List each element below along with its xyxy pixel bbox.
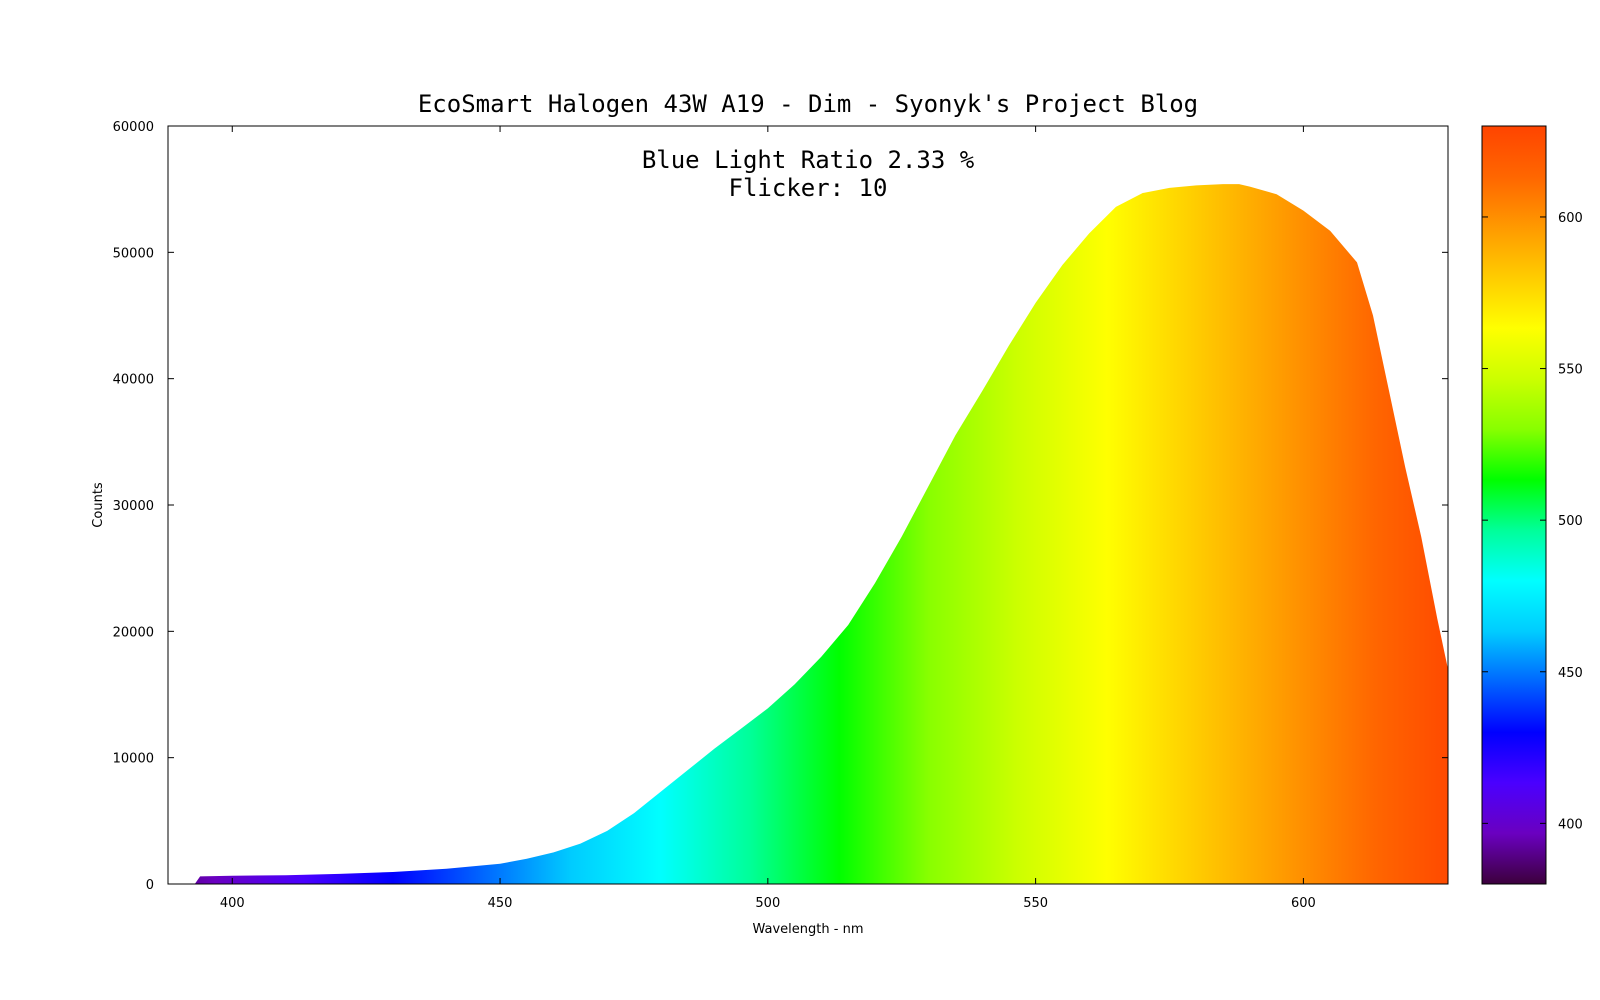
x-tick-label: 500	[755, 896, 780, 911]
y-tick-label: 0	[146, 878, 154, 893]
y-tick-label: 50000	[113, 246, 154, 261]
y-tick-label: 10000	[113, 752, 154, 767]
x-axis: 400 450 500 550 600	[220, 126, 1316, 911]
x-tick-label: 400	[220, 896, 245, 911]
colorbar-tick-label: 400	[1558, 817, 1583, 832]
flicker-annotation: Flicker: 10	[729, 174, 888, 202]
y-tick-label: 20000	[113, 625, 154, 640]
colorbar-tick-label: 500	[1558, 514, 1583, 529]
x-tick-label: 450	[488, 896, 513, 911]
colorbar-tick-label: 600	[1558, 211, 1583, 226]
colorbar-axis: 400 450 500 550 600	[1482, 211, 1583, 832]
y-axis-label: Counts	[91, 482, 106, 528]
blue-light-ratio-annotation: Blue Light Ratio 2.33 %	[642, 146, 975, 174]
x-axis-label: Wavelength - nm	[753, 922, 864, 937]
colorbar-tick-label: 450	[1558, 666, 1583, 681]
spectrum-area	[168, 184, 1448, 884]
x-tick-label: 600	[1291, 896, 1316, 911]
chart-title: EcoSmart Halogen 43W A19 - Dim - Syonyk'…	[418, 90, 1198, 118]
x-tick-label: 550	[1023, 896, 1048, 911]
colorbar-tick-label: 550	[1558, 363, 1583, 378]
y-axis: 0 10000 20000 30000 40000 50000 60000	[113, 120, 1448, 893]
y-tick-label: 30000	[113, 499, 154, 514]
y-tick-label: 40000	[113, 373, 154, 388]
colorbar	[1481, 125, 1547, 885]
y-tick-label: 60000	[113, 120, 154, 135]
